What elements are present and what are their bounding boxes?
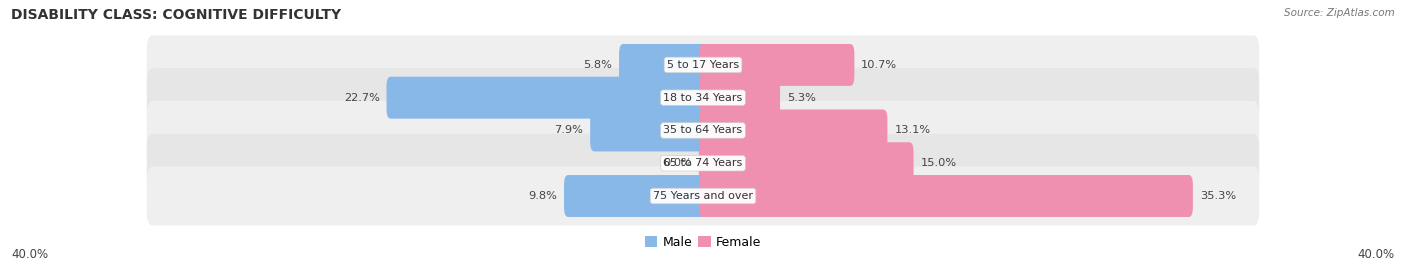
FancyBboxPatch shape — [146, 101, 1260, 160]
FancyBboxPatch shape — [146, 167, 1260, 225]
FancyBboxPatch shape — [699, 77, 780, 119]
Text: 22.7%: 22.7% — [343, 93, 380, 103]
Text: 40.0%: 40.0% — [1358, 248, 1395, 261]
FancyBboxPatch shape — [146, 134, 1260, 193]
Legend: Male, Female: Male, Female — [640, 231, 766, 254]
Text: 13.1%: 13.1% — [894, 125, 931, 136]
Text: 7.9%: 7.9% — [554, 125, 583, 136]
Text: 5 to 17 Years: 5 to 17 Years — [666, 60, 740, 70]
Text: 9.8%: 9.8% — [529, 191, 557, 201]
FancyBboxPatch shape — [146, 68, 1260, 127]
Text: 40.0%: 40.0% — [11, 248, 48, 261]
FancyBboxPatch shape — [699, 142, 914, 184]
Text: 5.3%: 5.3% — [787, 93, 815, 103]
FancyBboxPatch shape — [387, 77, 707, 119]
FancyBboxPatch shape — [619, 44, 707, 86]
Text: 35 to 64 Years: 35 to 64 Years — [664, 125, 742, 136]
FancyBboxPatch shape — [146, 36, 1260, 94]
FancyBboxPatch shape — [564, 175, 707, 217]
FancyBboxPatch shape — [699, 109, 887, 151]
FancyBboxPatch shape — [699, 175, 1192, 217]
FancyBboxPatch shape — [699, 44, 855, 86]
Text: 18 to 34 Years: 18 to 34 Years — [664, 93, 742, 103]
Text: 75 Years and over: 75 Years and over — [652, 191, 754, 201]
Text: Source: ZipAtlas.com: Source: ZipAtlas.com — [1284, 8, 1395, 18]
Text: 35.3%: 35.3% — [1199, 191, 1236, 201]
Text: DISABILITY CLASS: COGNITIVE DIFFICULTY: DISABILITY CLASS: COGNITIVE DIFFICULTY — [11, 8, 342, 22]
Text: 10.7%: 10.7% — [862, 60, 897, 70]
FancyBboxPatch shape — [591, 109, 707, 151]
Text: 15.0%: 15.0% — [921, 158, 956, 168]
Text: 65 to 74 Years: 65 to 74 Years — [664, 158, 742, 168]
Text: 0.0%: 0.0% — [664, 158, 692, 168]
Text: 5.8%: 5.8% — [583, 60, 612, 70]
